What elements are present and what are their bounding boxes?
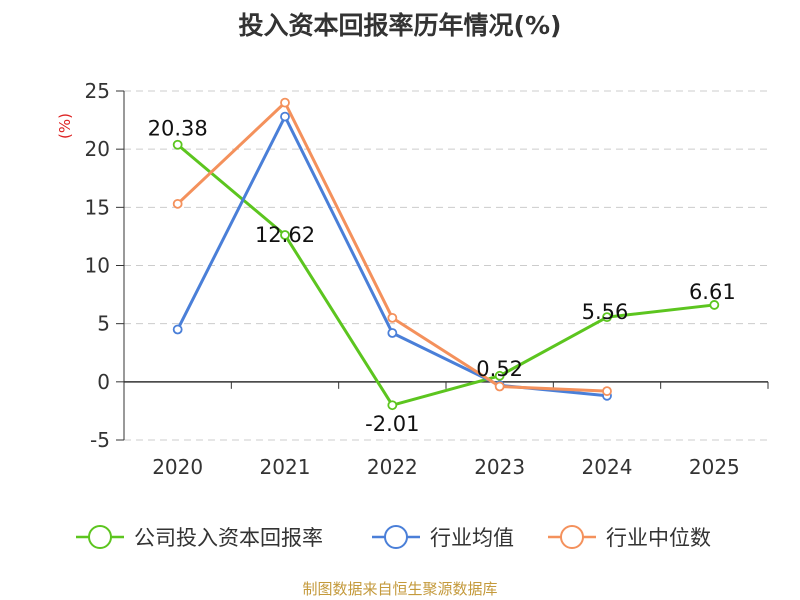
data-label: 6.61: [689, 280, 736, 304]
y-tick-label: 10: [85, 254, 110, 278]
y-tick-label: 25: [85, 79, 110, 103]
y-axis-unit: (%): [56, 113, 74, 139]
series-line-2: [176, 101, 608, 393]
series-line-0: [176, 143, 715, 407]
x-tick-label: 2022: [367, 455, 418, 479]
chart-title: 投入资本回报率历年情况(%): [238, 11, 562, 40]
data-point[interactable]: [172, 139, 183, 150]
y-tick-label: -5: [90, 428, 110, 452]
data-point[interactable]: [172, 198, 183, 209]
legend-marker: [88, 525, 112, 549]
data-label: 12.62: [255, 223, 315, 247]
data-point[interactable]: [494, 370, 505, 381]
data-point[interactable]: [280, 97, 290, 108]
legend-marker: [560, 525, 584, 549]
y-tick-label: 5: [97, 312, 110, 336]
legend-item-2[interactable]: 行业中位数: [548, 525, 711, 550]
data-point[interactable]: [494, 381, 505, 392]
y-tick-label: 20: [85, 137, 110, 161]
series-layer: [172, 97, 720, 411]
data-label: 20.38: [148, 117, 208, 141]
legend-item-0[interactable]: 公司投入资本回报率: [76, 525, 323, 550]
x-tick-label: 2020: [152, 455, 203, 479]
legend: 公司投入资本回报率 行业均值 行业中位数: [76, 525, 711, 550]
legend-label: 行业均值: [430, 526, 514, 550]
x-tick-label: 2025: [689, 455, 740, 479]
data-point[interactable]: [387, 328, 398, 338]
legend-label: 公司投入资本回报率: [134, 526, 323, 550]
data-point[interactable]: [602, 386, 612, 397]
source-note: 制图数据来自恒生聚源数据库: [302, 580, 498, 598]
axes: 25 20 15 10 5 0 -5 2020 2021 2022 2023 2024 2025: [85, 79, 769, 479]
y-tick-label: 0: [97, 370, 110, 394]
data-point[interactable]: [602, 312, 612, 323]
data-label: 5.56: [582, 300, 629, 324]
data-label: -2.01: [365, 412, 419, 436]
data-point[interactable]: [172, 324, 183, 335]
data-label: 0.52: [476, 357, 523, 381]
data-labels: 20.38 12.62 -2.01 0.52 5.56 6.61: [148, 117, 736, 436]
x-tick-label: 2024: [582, 455, 633, 479]
legend-label: 行业中位数: [606, 526, 711, 550]
data-point[interactable]: [387, 400, 398, 411]
legend-marker: [384, 525, 408, 549]
data-point[interactable]: [280, 230, 290, 240]
data-point[interactable]: [709, 300, 720, 310]
y-tick-label: 15: [85, 195, 110, 219]
x-tick-label: 2021: [260, 455, 311, 479]
data-point[interactable]: [280, 111, 290, 122]
x-tick-label: 2023: [474, 455, 525, 479]
data-point[interactable]: [387, 312, 398, 323]
legend-item-1[interactable]: 行业均值: [372, 525, 514, 550]
